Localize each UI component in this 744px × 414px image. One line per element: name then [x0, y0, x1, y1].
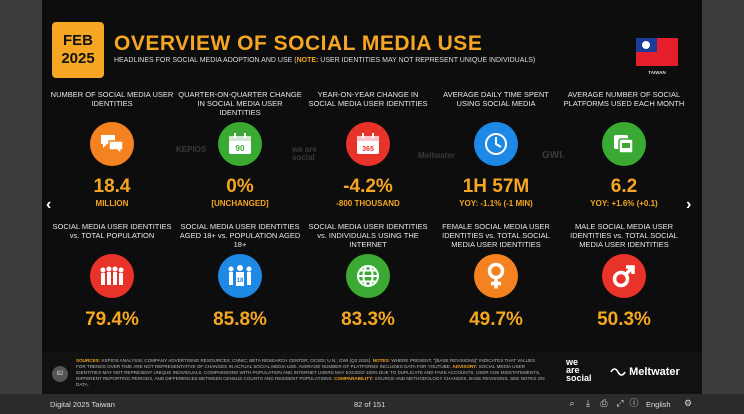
- subtitle-note: NOTE:: [296, 57, 319, 64]
- slide-page-number: 82: [52, 366, 68, 382]
- we-are-social-watermark: we are social: [292, 145, 317, 162]
- adults-text: 18: [237, 278, 244, 284]
- meltwater-text: Meltwater: [629, 366, 680, 378]
- male-symbol-icon: [602, 254, 646, 298]
- settings-icon[interactable]: ⚙: [683, 398, 693, 408]
- stat-label: SOCIAL MEDIA USER IDENTITIES vs. TOTAL P…: [52, 222, 172, 240]
- stat-value: 1H 57M: [462, 176, 530, 197]
- calendar-text: 365: [362, 146, 374, 153]
- date-month: FEB: [63, 32, 93, 49]
- brand-line: social: [566, 373, 592, 383]
- stat-user-identities: NUMBER OF SOCIAL MEDIA USER IDENTITIES 1…: [48, 90, 176, 208]
- right-margin: [702, 0, 744, 414]
- sources-body: KEPIOS ANALYSIS; COMPANY ADVERTISING RES…: [100, 358, 373, 363]
- subtitle-pre: HEADLINES FOR SOCIAL MEDIA ADOPTION AND …: [114, 57, 297, 64]
- calendar-365-icon: 365: [346, 122, 390, 166]
- meltwater-watermark: Meltwater: [418, 151, 455, 160]
- stat-sub: MILLION: [95, 199, 129, 208]
- female-symbol-icon: [474, 254, 518, 298]
- stat-qoq-change: QUARTER-ON-QUARTER CHANGE IN SOCIAL MEDI…: [176, 90, 304, 208]
- stat-daily-time: AVERAGE DAILY TIME SPENT USING SOCIAL ME…: [432, 90, 560, 208]
- slide: FEB 2025 OVERVIEW OF SOCIAL MEDIA USE HE…: [42, 0, 702, 394]
- stat-sub: YOY: -1.1% (-1 MIN): [459, 199, 533, 208]
- crowd-icon: [90, 254, 134, 298]
- stat-adults-18: SOCIAL MEDIA USER IDENTITIES AGED 18+ vs…: [176, 222, 304, 330]
- subtitle-post: USER IDENTITIES MAY NOT REPRESENT UNIQUE…: [318, 57, 536, 64]
- document-title: Digital 2025 Taiwan: [50, 400, 115, 409]
- fullscreen-icon[interactable]: ⤢: [616, 398, 624, 408]
- next-slide-arrow[interactable]: ›: [686, 196, 692, 213]
- stat-sub: YOY: +1.6% (+0.1): [590, 199, 658, 208]
- stat-label: FEMALE SOCIAL MEDIA USER IDENTITIES vs. …: [442, 222, 550, 249]
- meltwater-mark-icon: [610, 368, 626, 376]
- page-indicator: 82 of 151: [354, 400, 386, 409]
- stat-label: SOCIAL MEDIA USER IDENTITIES AGED 18+ vs…: [179, 222, 301, 249]
- taiwan-flag-icon: [636, 38, 678, 66]
- viewer-toolbar: Digital 2025 Taiwan 82 of 151 ⌕ ⤓ ⎙ ⤢ ⓘ …: [0, 394, 744, 414]
- stat-label: YEAR-ON-YEAR CHANGE IN SOCIAL MEDIA USER…: [308, 90, 428, 108]
- adults-18-icon: 18: [218, 254, 262, 298]
- slide-title: OVERVIEW OF SOCIAL MEDIA USE: [114, 32, 483, 55]
- brand-line: we: [566, 357, 579, 367]
- stat-value: -4.2%: [343, 176, 393, 197]
- slide-subtitle: HEADLINES FOR SOCIAL MEDIA ADOPTION AND …: [114, 57, 535, 64]
- stat-yoy-change: YEAR-ON-YEAR CHANGE IN SOCIAL MEDIA USER…: [304, 90, 432, 208]
- notes-body: WHERE PRESENT, "[BASE REVISIONS]" INDICA…: [76, 358, 536, 369]
- prev-slide-arrow[interactable]: ‹: [46, 196, 52, 213]
- stat-value: 6.2: [610, 176, 638, 197]
- date-year: 2025: [61, 50, 95, 67]
- stat-vs-internet: SOCIAL MEDIA USER IDENTITIES vs. INDIVID…: [304, 222, 432, 330]
- kepios-watermark: KEPIOS: [176, 145, 207, 154]
- stat-sub: -800 THOUSAND: [336, 199, 400, 208]
- left-margin: [0, 0, 42, 414]
- sources-label: SOURCES:: [76, 358, 101, 363]
- stat-sub: [UNCHANGED]: [211, 199, 269, 208]
- language-selector[interactable]: English: [646, 400, 671, 409]
- stat-label: AVERAGE NUMBER OF SOCIAL PLATFORMS USED …: [563, 90, 685, 108]
- stat-platforms-used: AVERAGE NUMBER OF SOCIAL PLATFORMS USED …: [560, 90, 688, 208]
- stat-label: SOCIAL MEDIA USER IDENTITIES vs. INDIVID…: [308, 222, 428, 249]
- slide-footer: 82 SOURCES: KEPIOS ANALYSIS; COMPANY ADV…: [42, 352, 702, 394]
- country-label: TAIWAN: [648, 70, 666, 75]
- advisory-label: ADVISORY:: [452, 364, 478, 369]
- brand-line: are: [566, 365, 580, 375]
- advisory-body: SOCIAL MEDIA USER IDENTITIES MAY NOT REP…: [76, 364, 541, 381]
- print-icon[interactable]: ⎙: [600, 398, 608, 408]
- stat-value: 79.4%: [85, 309, 139, 330]
- download-icon[interactable]: ⤓: [586, 398, 590, 408]
- globe-icon: [346, 254, 390, 298]
- zoom-icon[interactable]: ⌕: [569, 398, 575, 408]
- stat-female: FEMALE SOCIAL MEDIA USER IDENTITIES vs. …: [432, 222, 560, 330]
- comparability-body: SOURCE AND METHODOLOGY CHANGES, BASE REV…: [76, 376, 545, 387]
- stat-value: 49.7%: [469, 309, 523, 330]
- comparability-label: COMPARABILITY:: [334, 376, 374, 381]
- we-are-social-logo: we are social: [566, 357, 592, 383]
- notes-label: NOTES:: [372, 358, 391, 363]
- clock-icon: [474, 122, 518, 166]
- stat-label: AVERAGE DAILY TIME SPENT USING SOCIAL ME…: [443, 90, 549, 108]
- stat-value: 85.8%: [213, 309, 267, 330]
- stat-value: 50.3%: [597, 309, 651, 330]
- sources-text: SOURCES: KEPIOS ANALYSIS; COMPANY ADVERT…: [76, 358, 546, 388]
- date-badge: FEB 2025: [52, 22, 104, 78]
- stat-label: MALE SOCIAL MEDIA USER IDENTITIES vs. TO…: [570, 222, 678, 249]
- stat-label: NUMBER OF SOCIAL MEDIA USER IDENTITIES: [50, 90, 174, 108]
- stat-vs-population: SOCIAL MEDIA USER IDENTITIES vs. TOTAL P…: [48, 222, 176, 330]
- stat-value: 18.4: [93, 176, 131, 197]
- stat-value: 83.3%: [341, 309, 395, 330]
- social-cards-icon: [602, 122, 646, 166]
- gwi-watermark: GWI.: [542, 150, 565, 161]
- chat-bubbles-icon: [90, 122, 134, 166]
- stat-label: QUARTER-ON-QUARTER CHANGE IN SOCIAL MEDI…: [178, 90, 302, 117]
- stat-male: MALE SOCIAL MEDIA USER IDENTITIES vs. TO…: [560, 222, 688, 330]
- calendar-text: 90: [236, 144, 245, 153]
- meltwater-logo: Meltwater: [610, 366, 680, 378]
- stat-value: 0%: [226, 176, 254, 197]
- calendar-90-icon: 90: [218, 122, 262, 166]
- info-icon[interactable]: ⓘ: [629, 398, 639, 408]
